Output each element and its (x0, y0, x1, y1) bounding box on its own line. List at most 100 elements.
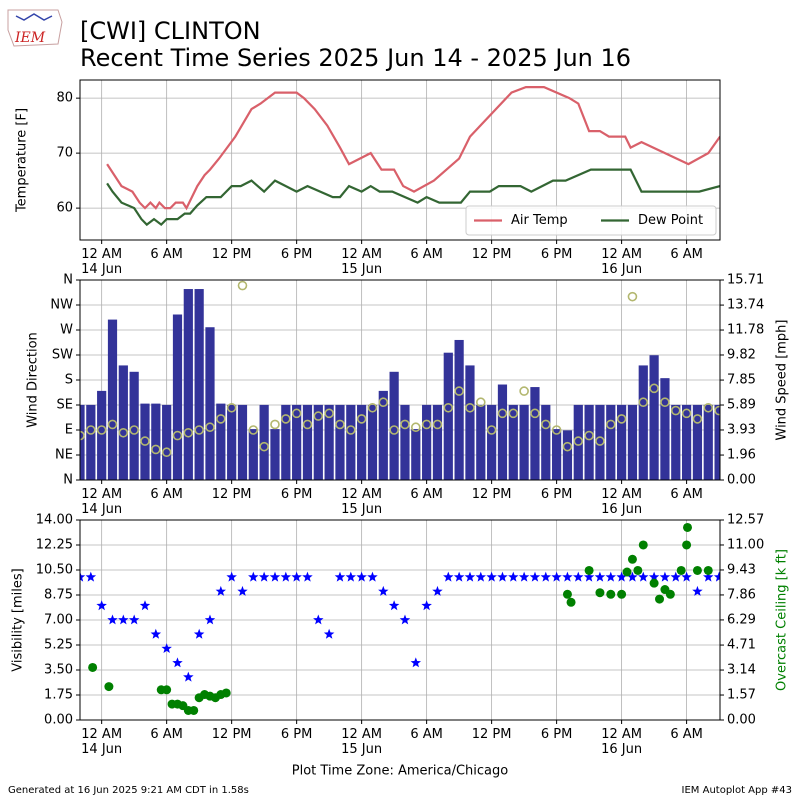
point (703, 571, 714, 582)
x-tick-label: 12 PM (471, 247, 512, 262)
bar (703, 404, 713, 480)
bar (367, 404, 378, 480)
point (566, 597, 576, 607)
point (562, 589, 572, 599)
point (80, 430, 85, 441)
x-tick-label: 6 AM (670, 247, 703, 262)
bar (172, 314, 183, 480)
chart-subtitle: Recent Time Series 2025 Jun 14 - 2025 Ju… (80, 44, 631, 72)
x-axis-label: Plot Time Zone: America/Chicago (292, 764, 508, 779)
point (573, 571, 584, 582)
bar (443, 352, 453, 480)
point (313, 411, 324, 421)
point (508, 571, 519, 582)
point (519, 386, 529, 396)
point (410, 657, 421, 668)
point (400, 419, 410, 430)
x-tick-label: 6 PM (540, 247, 573, 262)
x-tick-label: 6 AM (670, 727, 703, 742)
plot-frame (79, 79, 721, 241)
point (633, 565, 643, 575)
point (660, 397, 670, 408)
point (670, 571, 681, 582)
plot-area (80, 522, 720, 715)
bar (324, 404, 334, 480)
bar (681, 404, 692, 480)
point (486, 425, 497, 435)
bar (97, 390, 107, 480)
bar (357, 404, 367, 480)
point (583, 571, 595, 582)
bar (400, 404, 410, 480)
bar (519, 404, 529, 480)
y-tick-label: S (65, 373, 73, 388)
point (617, 589, 627, 599)
point (107, 614, 118, 625)
point (606, 589, 616, 599)
point (172, 657, 183, 668)
bar (237, 404, 248, 480)
point (269, 571, 281, 582)
bar (595, 404, 605, 480)
y2-tick-label: 1.96 (727, 448, 756, 463)
point (151, 444, 161, 455)
y2-axis-label: Overcast Ceiling [k ft] (775, 549, 790, 691)
point (682, 540, 692, 550)
bar (562, 430, 573, 480)
x-tick-label: 12 PM (471, 487, 512, 502)
point (161, 447, 172, 458)
point (638, 397, 649, 408)
bar (487, 404, 497, 480)
point (226, 571, 237, 582)
y-axis-label: Visibility [miles] (11, 568, 26, 671)
x-tick-label: 12 AM 15 Jun (341, 727, 383, 757)
y2-tick-label: 7.86 (727, 587, 756, 602)
point (540, 419, 551, 430)
bar (183, 289, 193, 480)
point (85, 571, 97, 582)
x-tick-label: 6 AM (410, 727, 443, 742)
y2-tick-label: 0.00 (727, 473, 756, 488)
point (346, 425, 356, 435)
y-tick-label: N (63, 473, 73, 488)
y2-tick-label: 4.71 (727, 638, 756, 653)
point (584, 565, 594, 575)
x-tick-label: 12 AM 15 Jun (341, 247, 383, 277)
legend-label: Air Temp (511, 213, 568, 228)
point (107, 419, 118, 430)
point (443, 402, 454, 413)
bar (194, 289, 204, 480)
x-tick-label: 6 PM (280, 487, 313, 502)
point (595, 588, 605, 598)
point (216, 414, 226, 424)
point (259, 441, 269, 452)
y-tick-label: 60 (56, 201, 73, 216)
point (334, 571, 346, 582)
y-tick-label: 0.00 (44, 713, 73, 728)
bar (162, 404, 172, 480)
point (335, 419, 345, 430)
point (475, 571, 486, 582)
y2-tick-label: 3.93 (727, 422, 756, 437)
point (183, 671, 194, 682)
point (86, 425, 96, 435)
y-axis-label: Wind Direction (26, 332, 41, 428)
point (221, 688, 231, 698)
x-tick-label: 12 AM 14 Jun (81, 247, 123, 277)
bar (617, 404, 627, 480)
plot-frame (79, 279, 721, 481)
point (356, 571, 367, 582)
point (291, 571, 302, 582)
x-tick-label: 12 AM 15 Jun (341, 487, 383, 517)
point (248, 425, 259, 435)
point (118, 427, 129, 438)
point (562, 441, 573, 452)
y2-tick-label: 11.00 (727, 537, 764, 552)
point (627, 571, 638, 582)
y2-tick-label: 5.89 (727, 398, 756, 413)
footer-left: Generated at 16 Jun 2025 9:21 AM CDT in … (8, 785, 249, 796)
bar (281, 404, 291, 480)
point (128, 614, 140, 625)
bar (86, 404, 96, 480)
y-tick-label: 5.25 (44, 638, 73, 653)
